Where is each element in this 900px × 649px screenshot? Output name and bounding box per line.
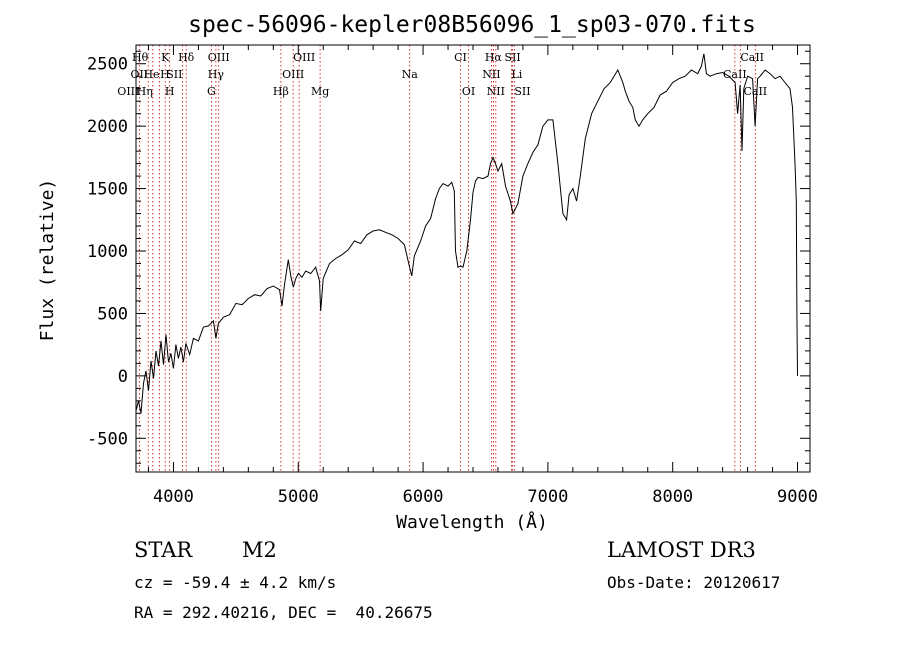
- line-marker-label: NII: [487, 85, 505, 98]
- line-marker-label: OI: [462, 85, 475, 98]
- line-marker-label: K: [161, 51, 170, 64]
- velocity-readout: cz = -59.4 ± 4.2 km/s: [134, 573, 337, 592]
- plot-area: [135, 53, 798, 414]
- line-marker-label: CaII: [723, 68, 747, 81]
- y-tick-label: 1500: [87, 180, 128, 200]
- obs-date: Obs-Date: 20120617: [607, 573, 781, 592]
- line-marker-label: SII: [166, 68, 182, 81]
- x-tick-label: 6000: [403, 487, 444, 507]
- x-tick-label: 9000: [777, 487, 818, 507]
- line-marker-label: CI: [454, 51, 467, 64]
- y-tick-label: 500: [97, 304, 128, 324]
- line-marker-label: CaII: [743, 85, 767, 98]
- line-marker-label: Li: [511, 68, 522, 81]
- line-marker-label: CaII: [740, 51, 764, 64]
- line-marker-label: H: [160, 68, 170, 81]
- line-marker-label: NII: [482, 68, 500, 81]
- y-axis-label: Flux (relative): [37, 179, 58, 342]
- axes: 4000 5000 6000 7000 8000 9000 -500 0 500 1000 1500…: [87, 45, 818, 507]
- line-marker-label: OIII: [293, 51, 315, 64]
- y-tick-label: 1000: [87, 242, 128, 262]
- x-axis-label: Wavelength (Å): [396, 511, 548, 533]
- line-marker-label: Mg: [311, 85, 329, 98]
- survey-name: LAMOST DR3: [607, 538, 756, 562]
- y-tick-label: 0: [118, 367, 128, 387]
- line-marker-label: He: [143, 68, 159, 81]
- y-tick-label: -500: [87, 429, 128, 449]
- x-tick-label: 5000: [278, 487, 319, 507]
- x-tick-label: 4000: [153, 487, 194, 507]
- spectral-line-markers: [138, 45, 756, 472]
- spectrum-line: [135, 53, 798, 414]
- coordinates-readout: RA = 292.40216, DEC = 40.26675: [134, 603, 433, 622]
- line-marker-label: Hθ: [132, 51, 149, 64]
- line-marker-label: H: [165, 85, 175, 98]
- line-marker-label: OIII: [117, 85, 139, 98]
- line-marker-label: Hβ: [273, 85, 289, 98]
- line-marker-label: Na: [402, 68, 419, 81]
- plot-frame: [135, 44, 811, 473]
- line-marker-label: Hα: [485, 51, 503, 64]
- line-marker-label: SII: [504, 51, 520, 64]
- line-marker-label: Hδ: [178, 51, 195, 64]
- y-tick-label: 2000: [87, 117, 128, 137]
- object-class: STAR: [134, 538, 193, 562]
- line-marker-label: G: [207, 85, 216, 98]
- line-marker-label: Hη: [137, 85, 153, 98]
- x-tick-label: 7000: [527, 487, 568, 507]
- line-marker-label: Hγ: [208, 68, 225, 81]
- x-tick-label: 8000: [652, 487, 693, 507]
- line-marker-label: OIII: [282, 68, 304, 81]
- chart-title: spec-56096-kepler08B56096_1_sp03-070.fit…: [188, 12, 756, 38]
- y-tick-label: 2500: [87, 55, 128, 75]
- line-marker-label: OIII: [208, 51, 230, 64]
- line-marker-label: OII: [131, 68, 149, 81]
- line-marker-label: SII: [514, 85, 530, 98]
- object-subclass: M2: [242, 538, 277, 562]
